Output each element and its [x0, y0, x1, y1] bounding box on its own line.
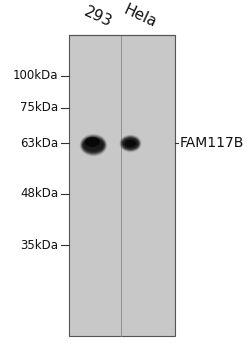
Text: 293: 293: [81, 5, 114, 30]
Ellipse shape: [123, 138, 138, 149]
Text: 35kDa: 35kDa: [21, 239, 59, 252]
Ellipse shape: [83, 138, 104, 152]
Text: 63kDa: 63kDa: [20, 137, 59, 150]
Ellipse shape: [80, 134, 107, 156]
Text: FAM117B: FAM117B: [179, 136, 244, 150]
Ellipse shape: [122, 138, 139, 149]
Ellipse shape: [80, 135, 106, 155]
Text: Hela: Hela: [121, 2, 159, 30]
Ellipse shape: [120, 135, 141, 152]
Ellipse shape: [121, 136, 140, 151]
Text: 48kDa: 48kDa: [20, 187, 59, 200]
Ellipse shape: [121, 137, 140, 150]
Ellipse shape: [85, 140, 102, 150]
Ellipse shape: [82, 138, 104, 153]
FancyBboxPatch shape: [69, 35, 175, 336]
Ellipse shape: [125, 140, 136, 147]
Ellipse shape: [81, 135, 106, 155]
Ellipse shape: [119, 135, 142, 152]
Text: 100kDa: 100kDa: [13, 69, 59, 82]
Ellipse shape: [124, 140, 137, 147]
Ellipse shape: [123, 139, 138, 148]
Ellipse shape: [84, 139, 103, 151]
Text: 75kDa: 75kDa: [20, 102, 59, 114]
Ellipse shape: [85, 137, 100, 147]
Ellipse shape: [82, 136, 105, 154]
